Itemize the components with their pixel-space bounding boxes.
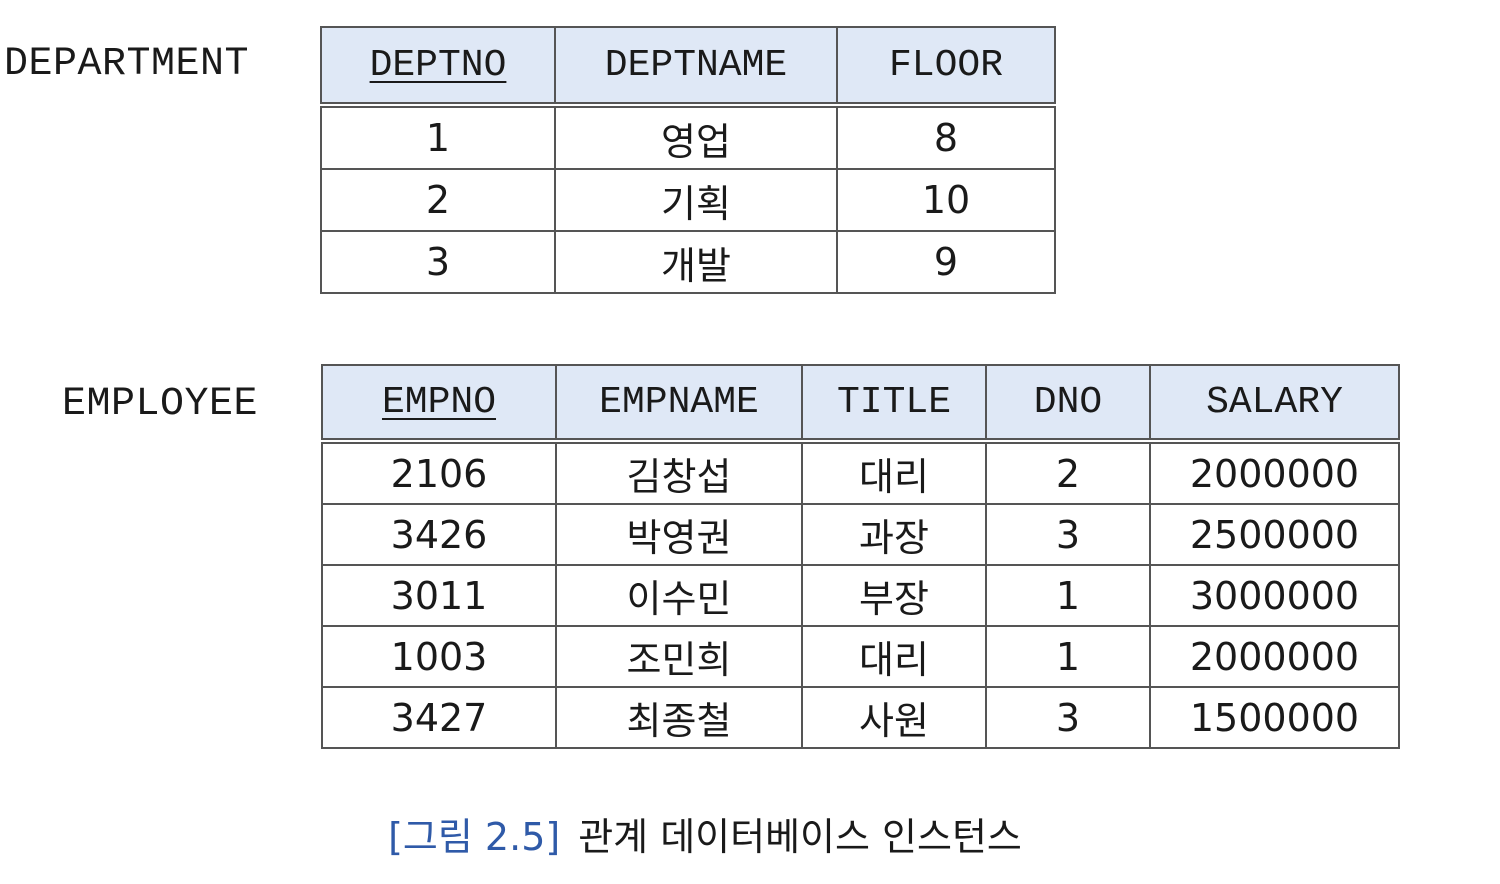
table-cell: 사원 (801, 686, 987, 749)
department-relation-name: DEPARTMENT (4, 42, 250, 87)
column-header-empname: EMPNAME (555, 364, 803, 444)
table-cell: 3011 (321, 564, 557, 627)
table-cell: 2 (320, 168, 556, 232)
table-row: 2106 김창섭 대리 2 2000000 (321, 440, 1400, 505)
table-cell: 박영권 (555, 503, 803, 566)
table-cell: 8 (836, 104, 1056, 170)
table-cell: 1003 (321, 625, 557, 688)
table-cell: 김창섭 (555, 440, 803, 505)
column-header-dno: DNO (985, 364, 1151, 444)
column-header-deptname: DEPTNAME (554, 26, 838, 108)
table-cell: 부장 (801, 564, 987, 627)
table-cell: 2 (985, 440, 1151, 505)
table-row: 1 영업 8 (320, 104, 1056, 170)
table-cell: 최종철 (555, 686, 803, 749)
table-cell: 1 (985, 625, 1151, 688)
table-cell: 대리 (801, 440, 987, 505)
table-cell: 영업 (554, 104, 838, 170)
table-cell: 개발 (554, 230, 838, 294)
employee-relation-name: EMPLOYEE (62, 382, 259, 427)
table-cell: 3426 (321, 503, 557, 566)
table-cell: 10 (836, 168, 1056, 232)
table-row: 3427 최종철 사원 3 1500000 (321, 686, 1400, 749)
table-cell: 2000000 (1149, 440, 1400, 505)
column-header-deptno: DEPTNO (320, 26, 556, 108)
column-header-floor: FLOOR (836, 26, 1056, 108)
table-cell: 3 (320, 230, 556, 294)
caption-text: 관계 데이터베이스 인스턴스 (578, 815, 1022, 859)
figure-caption: [그림 2.5] 관계 데이터베이스 인스턴스 (0, 806, 1410, 861)
department-table: DEPTNO DEPTNAME FLOOR 1 영업 8 2 기획 10 3 개… (320, 26, 1056, 294)
table-row: 2 기획 10 (320, 168, 1056, 232)
column-header-title: TITLE (801, 364, 987, 444)
column-header-salary: SALARY (1149, 364, 1400, 444)
figure-label: [그림 2.5] (388, 815, 561, 859)
table-cell: 1500000 (1149, 686, 1400, 749)
table-row: 1003 조민희 대리 1 2000000 (321, 625, 1400, 688)
table-cell: 2500000 (1149, 503, 1400, 566)
table-cell: 대리 (801, 625, 987, 688)
table-cell: 9 (836, 230, 1056, 294)
table-header-row: DEPTNO DEPTNAME FLOOR (320, 26, 1056, 108)
table-cell: 조민희 (555, 625, 803, 688)
table-cell: 2106 (321, 440, 557, 505)
table-cell: 3 (985, 503, 1151, 566)
column-header-empno: EMPNO (321, 364, 557, 444)
table-cell: 1 (985, 564, 1151, 627)
table-cell: 2000000 (1149, 625, 1400, 688)
table-row: 3 개발 9 (320, 230, 1056, 294)
table-cell: 3000000 (1149, 564, 1400, 627)
table-cell: 과장 (801, 503, 987, 566)
table-header-row: EMPNO EMPNAME TITLE DNO SALARY (321, 364, 1400, 444)
table-cell: 1 (320, 104, 556, 170)
employee-table: EMPNO EMPNAME TITLE DNO SALARY 2106 김창섭 … (321, 364, 1400, 749)
table-cell: 3427 (321, 686, 557, 749)
table-cell: 3 (985, 686, 1151, 749)
table-row: 3426 박영권 과장 3 2500000 (321, 503, 1400, 566)
table-cell: 이수민 (555, 564, 803, 627)
table-row: 3011 이수민 부장 1 3000000 (321, 564, 1400, 627)
table-cell: 기획 (554, 168, 838, 232)
